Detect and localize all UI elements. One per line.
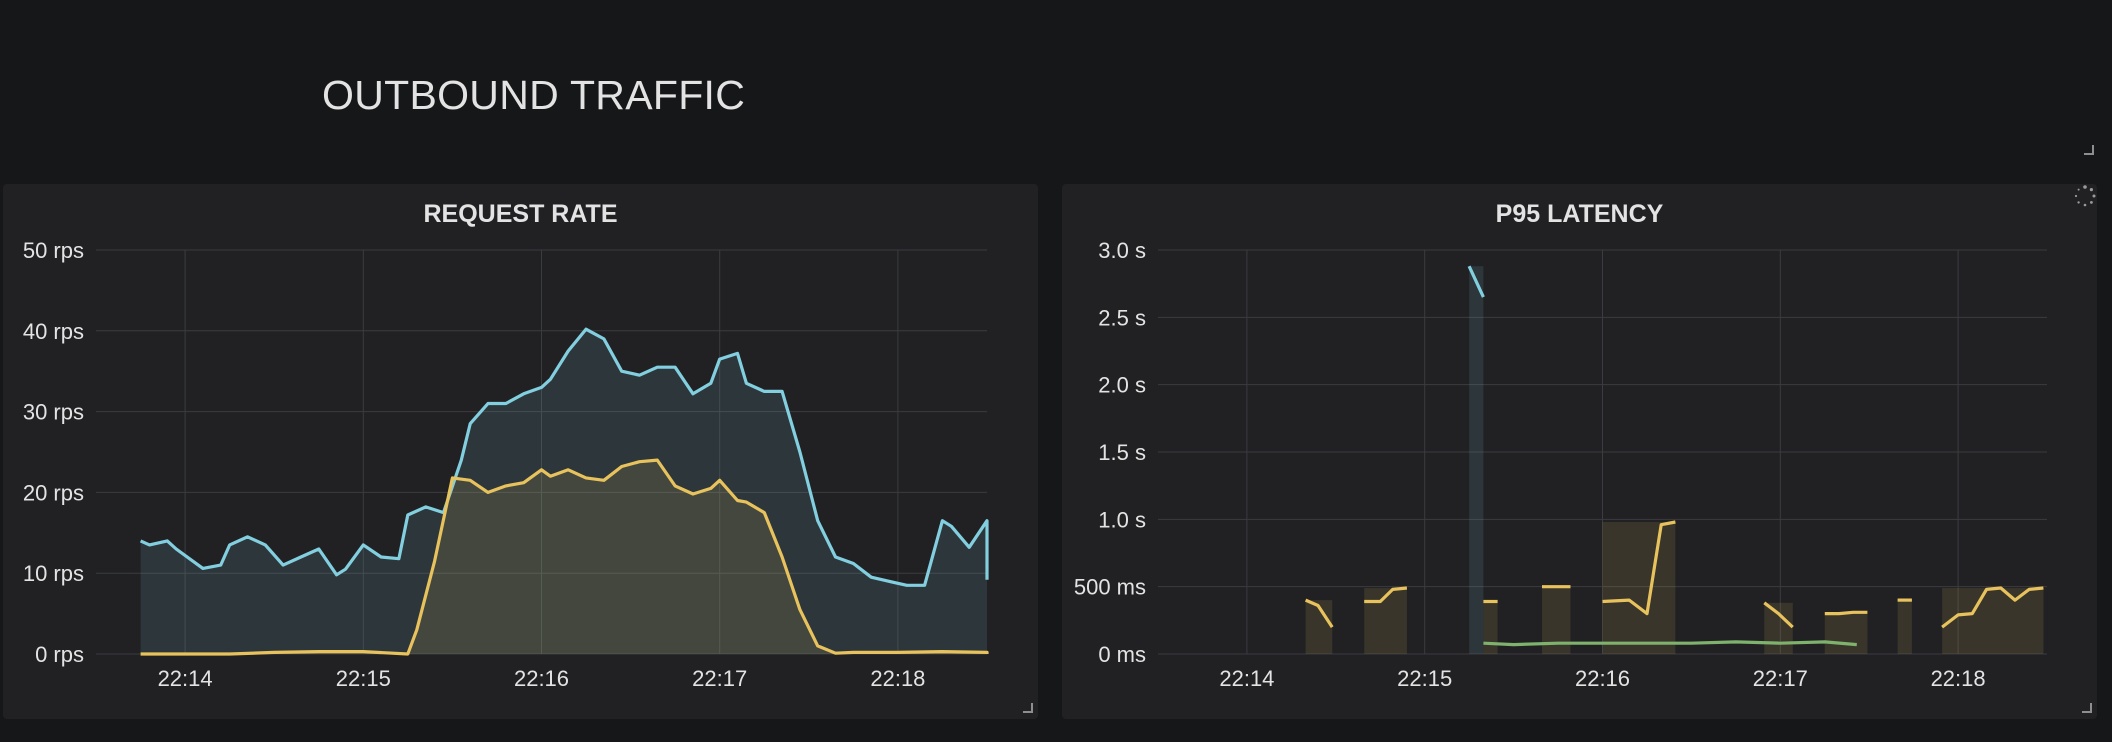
panel-request-rate: REQUEST RATE 0 rps 10 rps 20 rps 30 rps 40 r… xyxy=(3,184,1038,719)
panel-title[interactable]: REQUEST RATE xyxy=(423,200,618,228)
x-tick-label: 22:14 xyxy=(158,666,213,691)
bar xyxy=(1469,266,1484,654)
y-tick-label: 0 rps xyxy=(35,642,84,667)
row-resize-handle[interactable] xyxy=(2084,145,2094,155)
bar xyxy=(1824,612,1868,654)
x-tick-label: 22:15 xyxy=(336,666,391,691)
loading-spinner-icon xyxy=(2074,185,2096,207)
y-tick-label: 500 ms xyxy=(1074,575,1146,600)
y-tick-label: 50 rps xyxy=(23,238,84,263)
y-tick-label: 30 rps xyxy=(23,400,84,425)
x-tick-label: 22:15 xyxy=(1397,666,1452,691)
series-area xyxy=(140,329,988,654)
y-tick-label: 2.0 s xyxy=(1098,373,1146,398)
series-line xyxy=(1941,586,2044,629)
panel-title[interactable]: P95 LATENCY xyxy=(1495,200,1664,228)
row-header: OUTBOUND TRAFFIC xyxy=(0,0,2112,180)
x-tick-label: 22:17 xyxy=(1753,666,1808,691)
bar xyxy=(1483,601,1498,654)
bar xyxy=(1602,522,1676,654)
y-tick-label: 0 ms xyxy=(1098,642,1146,667)
series-line xyxy=(1304,598,1334,628)
x-tick-label: 22:16 xyxy=(514,666,569,691)
series-line xyxy=(140,458,989,656)
series-line xyxy=(139,327,989,587)
panel-resize-handle[interactable] xyxy=(1023,703,1033,713)
series-line xyxy=(1602,520,1676,616)
request-rate-chart: 0 rps 10 rps 20 rps 30 rps 40 rps 50 rps 22:14… xyxy=(23,238,989,691)
x-tick-label: 22:18 xyxy=(870,666,925,691)
y-tick-label: 1.0 s xyxy=(1098,507,1146,532)
x-tick-label: 22:14 xyxy=(1219,666,1274,691)
y-tick-label: 40 rps xyxy=(23,319,84,344)
panel-p95-latency: P95 LATENCY 0 ms 500 ms 1.0 s 1.5 s 2.0 s 2.5… xyxy=(1062,184,2097,719)
x-tick-label: 22:16 xyxy=(1575,666,1630,691)
series-line xyxy=(1467,265,1485,298)
series-line xyxy=(1763,601,1794,629)
row-title[interactable]: OUTBOUND TRAFFIC xyxy=(322,72,746,118)
y-tick-label: 3.0 s xyxy=(1098,238,1146,263)
series-line xyxy=(1483,640,1857,647)
series-line xyxy=(1824,610,1868,616)
series-area xyxy=(140,460,988,654)
y-tick-label: 10 rps xyxy=(23,561,84,586)
bar xyxy=(1942,588,2044,654)
x-tick-label: 22:17 xyxy=(692,666,747,691)
series-line xyxy=(1364,586,1408,604)
y-tick-label: 1.5 s xyxy=(1098,440,1146,465)
x-tick-label: 22:18 xyxy=(1931,666,1986,691)
bar xyxy=(1364,588,1407,654)
p95-latency-chart: 0 ms 500 ms 1.0 s 1.5 s 2.0 s 2.5 s 3.0 s 22:14… xyxy=(1074,238,2047,691)
bar xyxy=(1897,600,1912,654)
panel-resize-handle[interactable] xyxy=(2082,703,2092,713)
bar xyxy=(1764,602,1793,654)
y-tick-label: 20 rps xyxy=(23,480,84,505)
y-tick-label: 2.5 s xyxy=(1098,305,1146,330)
